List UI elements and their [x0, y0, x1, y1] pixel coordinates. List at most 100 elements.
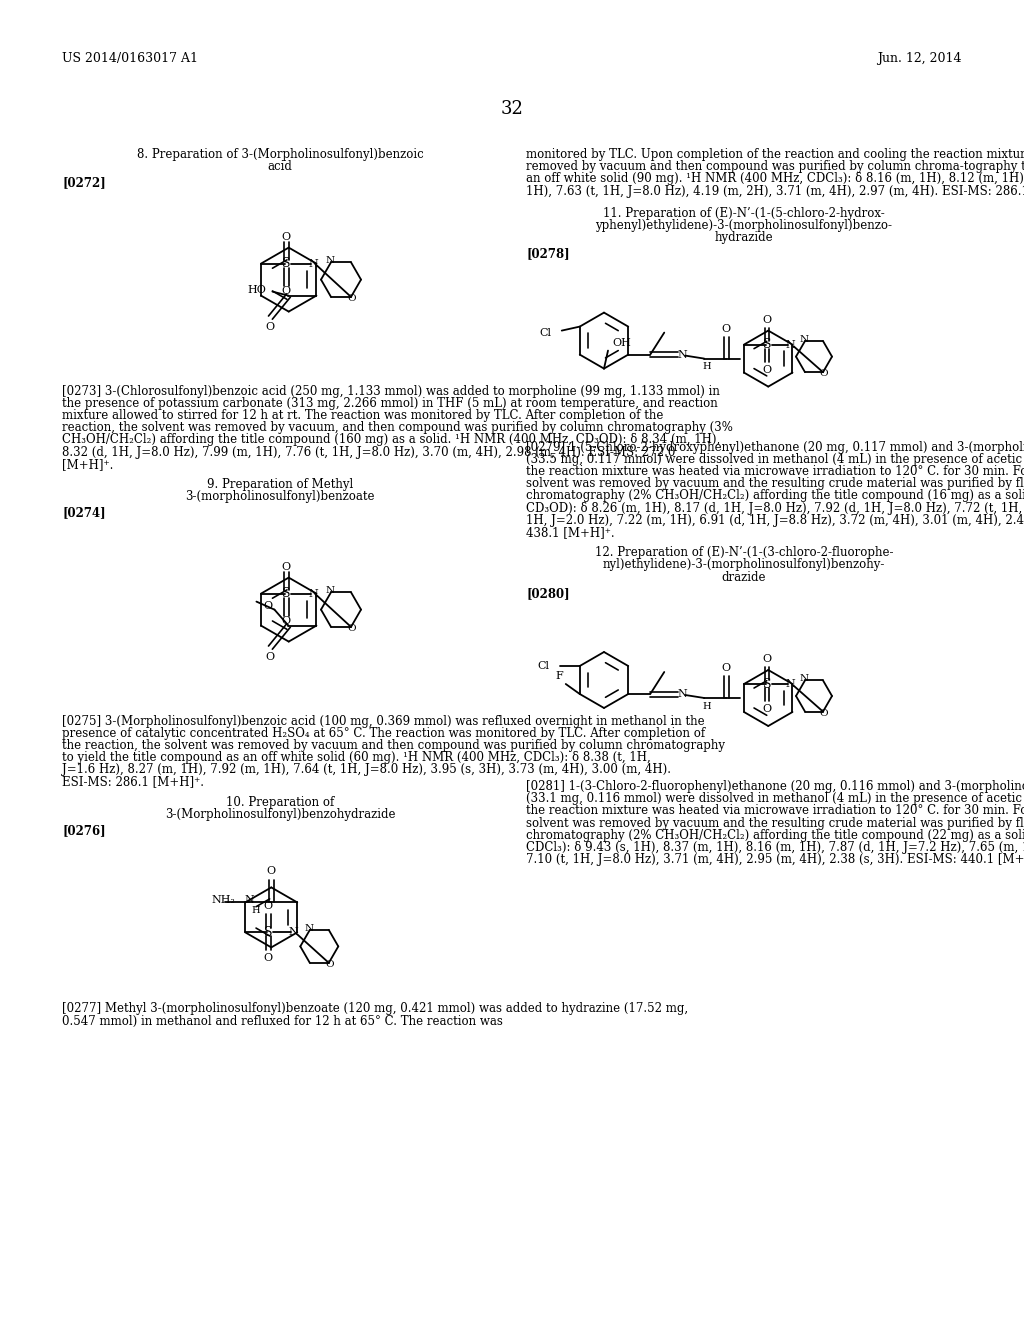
Text: O: O [282, 231, 291, 242]
Text: O: O [326, 960, 334, 969]
Text: drazide: drazide [722, 570, 766, 583]
Text: O: O [348, 624, 356, 634]
Text: Jun. 12, 2014: Jun. 12, 2014 [878, 51, 962, 65]
Text: US 2014/0163017 A1: US 2014/0163017 A1 [62, 51, 198, 65]
Text: 10. Preparation of: 10. Preparation of [226, 796, 334, 809]
Text: O: O [264, 601, 273, 611]
Text: [0275] 3-(Morpholinosulfonyl)benzoic acid (100 mg, 0.369 mmol) was refluxed over: [0275] 3-(Morpholinosulfonyl)benzoic aci… [62, 714, 705, 727]
Text: H: H [251, 906, 259, 915]
Text: 8.32 (d, 1H, J=8.0 Hz), 7.99 (m, 1H), 7.76 (t, 1H, J=8.0 Hz), 3.70 (m, 4H), 2.98: 8.32 (d, 1H, J=8.0 Hz), 7.99 (m, 1H), 7.… [62, 446, 676, 458]
Text: presence of catalytic concentrated H₂SO₄ at 65° C. The reaction was monitored by: presence of catalytic concentrated H₂SO₄… [62, 727, 706, 739]
Text: J=1.6 Hz), 8.27 (m, 1H), 7.92 (m, 1H), 7.64 (t, 1H, J=8.0 Hz), 3.95 (s, 3H), 3.7: J=1.6 Hz), 8.27 (m, 1H), 7.92 (m, 1H), 7… [62, 763, 671, 776]
Text: N: N [289, 928, 298, 937]
Text: S: S [763, 677, 771, 690]
Text: [0274]: [0274] [62, 507, 105, 519]
Text: O: O [282, 561, 291, 572]
Text: O: O [266, 866, 275, 876]
Text: removed by vacuum and then compound was purified by column chroma-tography to yi: removed by vacuum and then compound was … [526, 160, 1024, 173]
Text: O: O [819, 370, 828, 379]
Text: an off white solid (90 mg). ¹H NMR (400 MHz, CDCl₃): δ 8.16 (m, 1H), 8.12 (m, 1H: an off white solid (90 mg). ¹H NMR (400 … [526, 173, 1024, 185]
Text: S: S [282, 587, 290, 601]
Text: [0273] 3-(Chlorosulfonyl)benzoic acid (250 mg, 1.133 mmol) was added to morpholi: [0273] 3-(Chlorosulfonyl)benzoic acid (2… [62, 384, 720, 397]
Text: CDCl₃): δ 9.43 (s, 1H), 8.37 (m, 1H), 8.16 (m, 1H), 7.87 (d, 1H, J=7.2 Hz), 7.65: CDCl₃): δ 9.43 (s, 1H), 8.37 (m, 1H), 8.… [526, 841, 1024, 854]
Text: the reaction mixture was heated via microwave irradiation to 120° C. for 30 min.: the reaction mixture was heated via micr… [526, 804, 1024, 817]
Text: O: O [264, 953, 272, 964]
Text: 11. Preparation of (E)-N’-(1-(5-chloro-2-hydrox-: 11. Preparation of (E)-N’-(1-(5-chloro-2… [603, 207, 885, 220]
Text: 3-(Morpholinosulfonyl)benzohydrazide: 3-(Morpholinosulfonyl)benzohydrazide [165, 808, 395, 821]
Text: 0.547 mmol) in methanol and refluxed for 12 h at 65° C. The reaction was: 0.547 mmol) in methanol and refluxed for… [62, 1015, 503, 1027]
Text: O: O [763, 653, 771, 664]
Text: N: N [308, 259, 317, 268]
Text: N: N [677, 350, 687, 359]
Text: N: N [245, 895, 254, 906]
Text: H: H [701, 701, 711, 710]
Text: [0277] Methyl 3-(morpholinosulfonyl)benzoate (120 mg, 0.421 mmol) was added to h: [0277] Methyl 3-(morpholinosulfonyl)benz… [62, 1002, 688, 1015]
Text: acid: acid [267, 160, 293, 173]
Text: (33.1 mg, 0.116 mmol) were dissolved in methanol (4 mL) in the presence of aceti: (33.1 mg, 0.116 mmol) were dissolved in … [526, 792, 1024, 805]
Text: O: O [266, 322, 275, 331]
Text: N: N [800, 675, 809, 684]
Text: N: N [677, 689, 687, 700]
Text: O: O [763, 314, 771, 325]
Text: [0272]: [0272] [62, 177, 105, 189]
Text: [0278]: [0278] [526, 247, 569, 260]
Text: O: O [282, 285, 291, 296]
Text: N: N [785, 678, 795, 689]
Text: the reaction, the solvent was removed by vacuum and then compound was purified b: the reaction, the solvent was removed by… [62, 739, 725, 752]
Text: to yield the title compound as an off white solid (60 mg). ¹H NMR (400 MHz, CDCl: to yield the title compound as an off wh… [62, 751, 650, 764]
Text: ESI-MS: 286.1 [M+H]⁺.: ESI-MS: 286.1 [M+H]⁺. [62, 776, 204, 788]
Text: chromatography (2% CH₃OH/CH₂Cl₂) affording the title compound (16 mg) as a solid: chromatography (2% CH₃OH/CH₂Cl₂) affordi… [526, 490, 1024, 503]
Text: N: N [326, 586, 335, 595]
Text: mixture allowed to stirred for 12 h at rt. The reaction was monitored by TLC. Af: mixture allowed to stirred for 12 h at r… [62, 409, 664, 422]
Text: O: O [819, 709, 828, 718]
Text: O: O [722, 663, 731, 673]
Text: monitored by TLC. Upon completion of the reaction and cooling the reaction mixtu: monitored by TLC. Upon completion of the… [526, 148, 1024, 161]
Text: O: O [282, 615, 291, 626]
Text: [0279] 1-(5-Chloro-2-hydroxyphenyl)ethanone (20 mg, 0.117 mmol) and 3-(morpholin: [0279] 1-(5-Chloro-2-hydroxyphenyl)ethan… [526, 441, 1024, 454]
Text: 3-(morpholinosulfonyl)benzoate: 3-(morpholinosulfonyl)benzoate [185, 490, 375, 503]
Text: the reaction mixture was heated via microwave irradiation to 120° C. for 30 min.: the reaction mixture was heated via micr… [526, 465, 1024, 478]
Text: solvent was removed by vacuum and the resulting crude material was purified by f: solvent was removed by vacuum and the re… [526, 478, 1024, 490]
Text: Cl: Cl [540, 327, 552, 338]
Text: O: O [722, 323, 731, 334]
Text: N: N [304, 924, 313, 933]
Text: O: O [266, 652, 275, 661]
Text: S: S [264, 925, 272, 939]
Text: (33.5 mg, 0.117 mmol) were dissolved in methanol (4 mL) in the presence of aceti: (33.5 mg, 0.117 mmol) were dissolved in … [526, 453, 1024, 466]
Text: N: N [308, 589, 317, 598]
Text: 438.1 [M+H]⁺.: 438.1 [M+H]⁺. [526, 525, 614, 539]
Text: HO: HO [248, 285, 266, 294]
Text: 1H, J=2.0 Hz), 7.22 (m, 1H), 6.91 (d, 1H, J=8.8 Hz), 3.72 (m, 4H), 3.01 (m, 4H),: 1H, J=2.0 Hz), 7.22 (m, 1H), 6.91 (d, 1H… [526, 513, 1024, 527]
Text: S: S [282, 257, 290, 271]
Text: O: O [348, 294, 356, 304]
Text: F: F [556, 671, 563, 681]
Text: 1H), 7.63 (t, 1H, J=8.0 Hz), 4.19 (m, 2H), 3.71 (m, 4H), 2.97 (m, 4H). ESI-MS: 2: 1H), 7.63 (t, 1H, J=8.0 Hz), 4.19 (m, 2H… [526, 185, 1024, 198]
Text: O: O [264, 902, 272, 911]
Text: S: S [763, 338, 771, 351]
Text: [M+H]⁺.: [M+H]⁺. [62, 458, 114, 471]
Text: yphenyl)ethylidene)-3-(morpholinosulfonyl)benzo-: yphenyl)ethylidene)-3-(morpholinosulfony… [596, 219, 893, 232]
Text: solvent was removed by vacuum and the resulting crude material was purified by f: solvent was removed by vacuum and the re… [526, 817, 1024, 829]
Text: 8. Preparation of 3-(Morpholinosulfonyl)benzoic: 8. Preparation of 3-(Morpholinosulfonyl)… [136, 148, 423, 161]
Text: reaction, the solvent was removed by vacuum, and then compound was purified by c: reaction, the solvent was removed by vac… [62, 421, 733, 434]
Text: the presence of potassium carbonate (313 mg, 2.266 mmol) in THF (5 mL) at room t: the presence of potassium carbonate (313… [62, 397, 718, 409]
Text: CD₃OD): δ 8.26 (m, 1H), 8.17 (d, 1H, J=8.0 Hz), 7.92 (d, 1H, J=8.0 Hz), 7.72 (t,: CD₃OD): δ 8.26 (m, 1H), 8.17 (d, 1H, J=8… [526, 502, 1024, 515]
Text: N: N [800, 335, 809, 343]
Text: [0276]: [0276] [62, 824, 105, 837]
Text: 9. Preparation of Methyl: 9. Preparation of Methyl [207, 478, 353, 491]
Text: CH₃OH/CH₂Cl₂) affording the title compound (160 mg) as a solid. ¹H NMR (400 MHz,: CH₃OH/CH₂Cl₂) affording the title compou… [62, 433, 720, 446]
Text: N: N [326, 256, 335, 265]
Text: NH₂: NH₂ [211, 895, 236, 906]
Text: O: O [763, 364, 771, 375]
Text: chromatography (2% CH₃OH/CH₂Cl₂) affording the title compound (22 mg) as a solid: chromatography (2% CH₃OH/CH₂Cl₂) affordi… [526, 829, 1024, 842]
Text: hydrazide: hydrazide [715, 231, 773, 244]
Text: 32: 32 [501, 100, 523, 117]
Text: [0281] 1-(3-Chloro-2-fluorophenyl)ethanone (20 mg, 0.116 mmol) and 3-(morpholino: [0281] 1-(3-Chloro-2-fluorophenyl)ethano… [526, 780, 1024, 793]
Text: N: N [785, 339, 795, 350]
Text: O: O [763, 704, 771, 714]
Text: [0280]: [0280] [526, 587, 569, 599]
Text: OH: OH [612, 338, 631, 347]
Text: H: H [701, 362, 711, 371]
Text: nyl)ethylidene)-3-(morpholinosulfonyl)benzohy-: nyl)ethylidene)-3-(morpholinosulfonyl)be… [603, 558, 885, 572]
Text: 12. Preparation of (E)-N’-(1-(3-chloro-2-fluorophe-: 12. Preparation of (E)-N’-(1-(3-chloro-2… [595, 546, 893, 560]
